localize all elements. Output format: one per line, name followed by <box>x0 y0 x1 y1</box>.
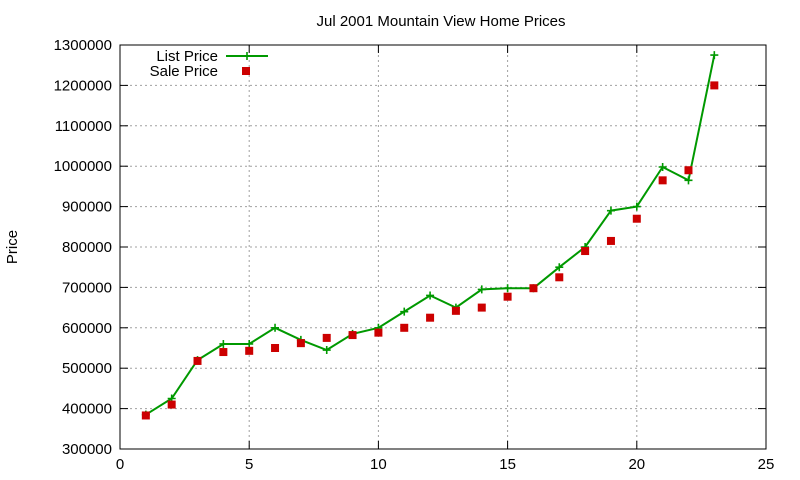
legend-label-list-price: List Price <box>156 48 218 65</box>
sale-price-point <box>219 348 228 357</box>
legend-marker-list-price <box>243 52 251 60</box>
axis-ticks <box>119 44 767 450</box>
list-price-point <box>710 51 719 60</box>
y-tick-label: 800000 <box>62 239 112 256</box>
sale-price-point <box>296 339 305 348</box>
y-axis-label: Price <box>4 230 21 264</box>
sale-price-point <box>271 344 280 352</box>
list-price-point <box>245 339 254 348</box>
y-tick-label: 400000 <box>62 401 112 418</box>
list-price-point <box>658 163 667 172</box>
sale-price-point <box>555 273 564 282</box>
sale-price-point <box>322 333 331 342</box>
list-price-point <box>271 323 280 332</box>
sale-price-point <box>193 356 202 365</box>
sale-price-point <box>632 214 641 223</box>
legend: List Price Sale Price <box>150 48 268 80</box>
sale-price-point <box>141 411 150 420</box>
sale-price-point <box>529 284 538 293</box>
list-price-point <box>632 202 641 211</box>
x-tick-label: 0 <box>116 456 124 473</box>
grid <box>120 45 766 449</box>
y-tick-label: 500000 <box>62 360 112 377</box>
sale-price-point <box>477 303 486 312</box>
list-price-point <box>606 206 615 215</box>
y-tick-label: 1200000 <box>54 77 112 94</box>
sale-price-point <box>581 247 590 256</box>
y-tick-label: 900000 <box>62 199 112 216</box>
legend-swatches <box>226 52 268 75</box>
list-price-point <box>684 176 693 185</box>
x-tick-label: 15 <box>499 456 516 473</box>
list-price-point <box>400 307 409 316</box>
sale-price-point <box>503 292 512 301</box>
legend-label-sale-price: Sale Price <box>150 63 218 80</box>
y-tick-label: 1300000 <box>54 37 112 54</box>
list-price-point <box>503 284 512 293</box>
series-layer <box>141 51 719 420</box>
sale-price-point <box>426 313 435 322</box>
y-tick-label: 1000000 <box>54 158 112 175</box>
sale-price-point <box>684 166 693 175</box>
x-tick-label: 10 <box>370 456 387 473</box>
sale-price-point <box>606 236 615 245</box>
y-tick-label: 700000 <box>62 279 112 296</box>
sale-price-point <box>400 323 409 332</box>
sale-price-point <box>245 346 254 355</box>
list-price-point <box>219 339 228 348</box>
sale-price-point <box>710 81 719 90</box>
y-tick-label: 600000 <box>62 320 112 337</box>
sale-price-point <box>374 328 383 337</box>
list-price-point <box>322 346 331 355</box>
y-tick-label: 300000 <box>62 441 112 458</box>
list-price-point <box>555 263 564 272</box>
sale-price-point <box>167 400 176 409</box>
sale-price-point <box>348 331 357 340</box>
y-tick-label: 1100000 <box>55 118 112 135</box>
list-price-point <box>477 285 486 294</box>
x-tick-label: 5 <box>245 456 253 473</box>
sale-price-point <box>451 306 460 315</box>
x-tick-label: 20 <box>628 456 645 473</box>
sale-price-point <box>658 176 667 185</box>
chart-title: Jul 2001 Mountain View Home Prices <box>316 13 565 30</box>
x-tick-label: 25 <box>758 456 775 473</box>
series-line-list-price <box>145 54 716 416</box>
axis-tick-labels: 0 5 10 15 20 25 300000 400000 500000 600000 700000… <box>54 37 775 473</box>
list-price-point <box>426 291 435 300</box>
legend-swatch-sale-price <box>242 67 250 75</box>
